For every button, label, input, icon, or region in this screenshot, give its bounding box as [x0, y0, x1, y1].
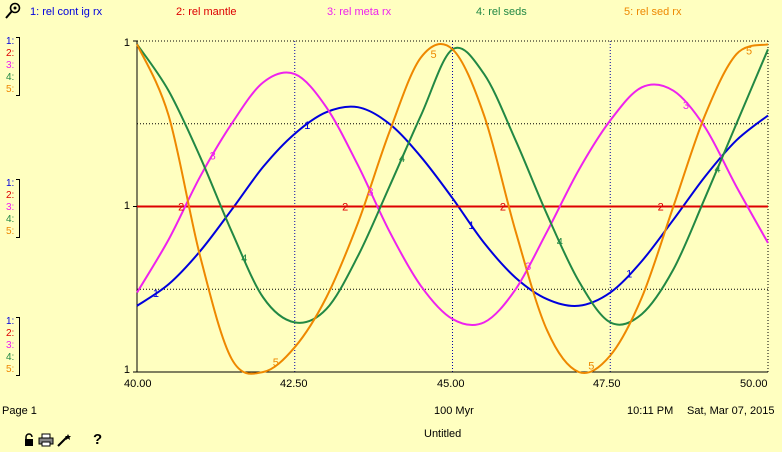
series-marker-1: 1 [626, 269, 632, 281]
series-marker-4: 4 [399, 153, 405, 165]
scale-label: 4: [6, 72, 15, 83]
x-tick-label: 40.00 [124, 378, 152, 390]
series-marker-4: 4 [714, 163, 720, 175]
series-marker-3: 3 [683, 100, 689, 112]
scale-label: 1: [6, 178, 15, 189]
legend-label: 4: rel seds [476, 6, 527, 18]
series-marker-4: 4 [241, 253, 247, 265]
legend-label: 2: rel mantle [176, 6, 237, 18]
scale-bracket [16, 37, 20, 96]
lock-icon[interactable] [22, 433, 36, 447]
series-marker-1: 1 [153, 288, 159, 300]
scale-label: 3: [6, 60, 15, 71]
scale-label: 3: [6, 202, 15, 213]
scale-bracket [16, 317, 20, 376]
scale-label: 1: [6, 316, 15, 327]
legend-label: 5: rel sed rx [624, 6, 682, 18]
legend-label: 3: rel meta rx [327, 6, 392, 18]
series-marker-1: 1 [304, 120, 310, 132]
timestamp-time: 10:11 PM [627, 405, 674, 417]
x-tick-label: 47.50 [593, 378, 621, 390]
series-marker-2: 2 [658, 202, 664, 214]
x-axis-units: 100 Myr [434, 405, 474, 417]
series-marker-5: 5 [431, 49, 437, 61]
series-marker-5: 5 [746, 45, 752, 57]
series-marker-2: 2 [500, 202, 506, 214]
scale-label: 4: [6, 214, 15, 225]
legend-item-1[interactable]: 1: rel cont ig rx [30, 6, 102, 18]
scale-label: 2: [6, 190, 15, 201]
y-tick-label: 1 [123, 200, 130, 212]
legend-item-5[interactable]: 5: rel sed rx [624, 6, 681, 18]
x-tick-label: 50.00 [740, 378, 768, 390]
series-marker-3: 3 [367, 187, 373, 199]
y-tick-label: 1 [123, 37, 130, 49]
scale-label: 3: [6, 340, 15, 351]
help-icon[interactable]: ? [93, 431, 103, 448]
series-marker-1: 1 [468, 220, 474, 232]
wand-icon[interactable] [56, 433, 72, 447]
scale-label: 4: [6, 352, 15, 363]
print-icon[interactable] [38, 433, 54, 447]
series-marker-2: 2 [342, 202, 348, 214]
series-marker-3: 3 [525, 261, 531, 273]
series-marker-2: 2 [178, 202, 184, 214]
series-line-3 [136, 71, 769, 327]
file-title: Untitled [424, 428, 462, 440]
series-marker-4: 4 [557, 236, 563, 248]
scale-group-bottom: 1: 2: 3: 4: 5: [6, 316, 26, 376]
series-line-5 [136, 43, 769, 375]
scale-label: 5: [6, 226, 15, 237]
series-marker-3: 3 [210, 151, 216, 163]
series-marker-5: 5 [273, 357, 279, 369]
scale-group-middle: 1: 2: 3: 4: 5: [6, 178, 26, 238]
legend-item-3[interactable]: 3: rel meta rx [327, 6, 391, 18]
page-number: Page 1 [2, 405, 37, 417]
legend-item-4[interactable]: 4: rel seds [476, 6, 527, 18]
scale-label: 1: [6, 36, 15, 47]
scale-bracket [16, 179, 20, 238]
scale-label: 2: [6, 328, 15, 339]
scale-label: 5: [6, 84, 15, 95]
scale-label: 5: [6, 364, 15, 375]
legend-item-2[interactable]: 2: rel mantle [176, 6, 237, 18]
x-tick-label: 42.50 [280, 378, 308, 390]
legend-label: 1: rel cont ig rx [30, 6, 103, 18]
timestamp-date: Sat, Mar 07, 2015 [687, 405, 775, 417]
scale-group-top: 1: 2: 3: 4: 5: [6, 36, 26, 96]
y-tick-label: 1 [123, 364, 130, 376]
x-tick-label: 45.00 [437, 378, 465, 390]
series-marker-5: 5 [588, 360, 594, 372]
graph-pad-icon[interactable] [4, 2, 22, 20]
scale-label: 2: [6, 48, 15, 59]
